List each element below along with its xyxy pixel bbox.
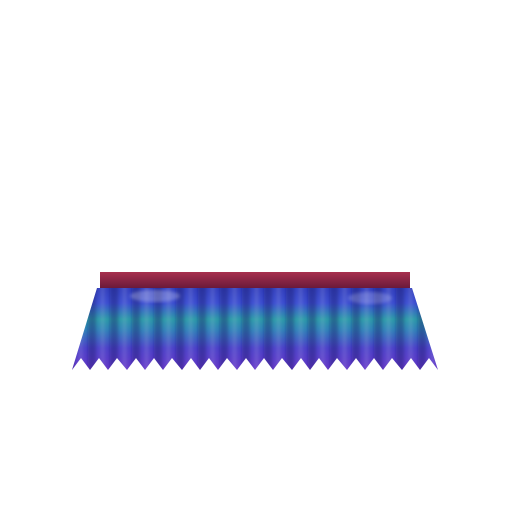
skirt-body [72, 288, 438, 370]
waistband [100, 272, 410, 288]
